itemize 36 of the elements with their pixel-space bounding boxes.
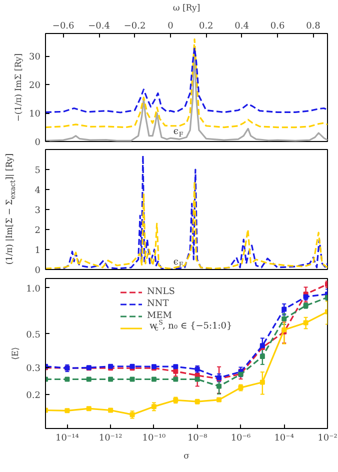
x-tick-label: 10⁻⁶ <box>230 434 252 444</box>
y-tick-label: 5 <box>34 166 41 176</box>
x-tick-label: 10⁻⁴ <box>274 434 294 444</box>
y-tick-label: 4 <box>34 186 41 196</box>
x-tick-label: 10⁻¹⁰ <box>142 434 166 444</box>
y-tick-label: 30 <box>29 52 41 63</box>
x-axis-title: σ <box>184 452 190 462</box>
x-tick-label: 0.6 <box>270 22 285 32</box>
x-tick-label: −0.4 <box>88 22 110 32</box>
legend-label: NNLS <box>147 286 175 298</box>
y-tick-label: 2 <box>34 226 41 236</box>
y-tick-label: 1 <box>34 246 41 256</box>
x-tick-label: 0.8 <box>306 22 321 32</box>
x-axis-title: ω [Ry] <box>172 4 200 14</box>
y-tick-label: 20 <box>29 81 41 92</box>
x-tick-label: −0.2 <box>124 22 146 32</box>
y-tick-label: 0 <box>34 138 41 148</box>
y-axis-title: ⟨E⟩ <box>11 347 22 360</box>
x-tick-label: 0 <box>168 22 174 32</box>
y-tick-label: 0 <box>34 266 41 276</box>
y-tick-label: 0.3 <box>26 364 41 374</box>
x-tick-label: 0.4 <box>234 22 250 32</box>
x-tick-label: 10⁻¹² <box>98 434 123 444</box>
x-tick-label: 10⁻⁸ <box>187 434 208 444</box>
x-tick-label: 0.2 <box>198 22 214 32</box>
y-tick-label: 10 <box>29 110 41 120</box>
x-tick-label: 10⁻² <box>318 434 338 444</box>
x-tick-label: 10⁻¹⁴ <box>55 434 80 444</box>
legend-label: MEM <box>147 310 172 321</box>
y-tick-label: 0.2 <box>26 391 41 402</box>
x-tick-label: −0.6 <box>52 22 75 32</box>
y-tick-label: 3 <box>34 206 41 216</box>
y-tick-label: 0.5 <box>26 330 41 340</box>
legend-label: NNT <box>147 298 169 310</box>
y-axis-title: −(1/π) ImΣ [Ry] <box>14 53 24 122</box>
y-tick-label: 1.0 <box>26 284 41 294</box>
